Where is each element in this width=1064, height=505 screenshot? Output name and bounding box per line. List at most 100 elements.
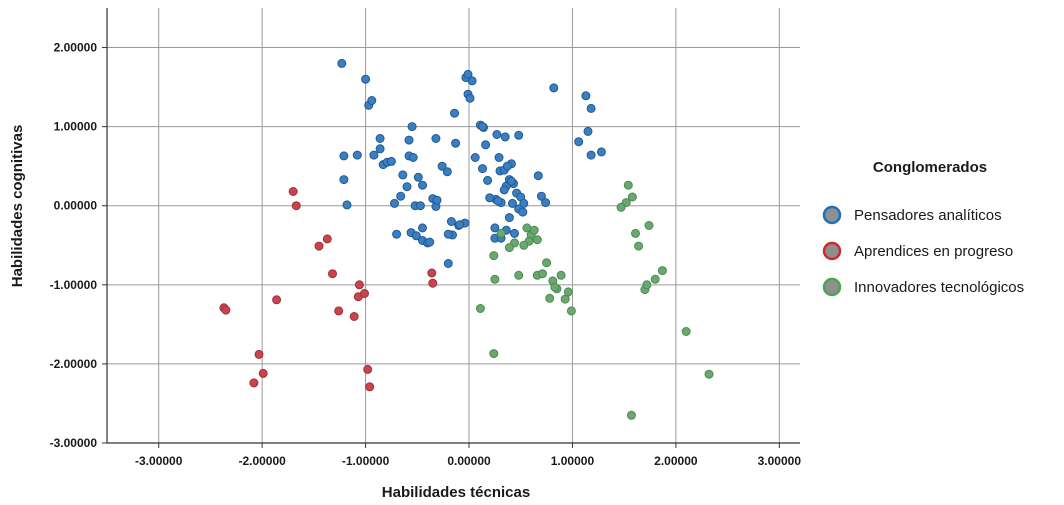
data-point-series-1	[493, 196, 503, 206]
data-point-series-3	[634, 241, 644, 251]
data-point-series-3	[489, 349, 499, 359]
data-point-series-1	[451, 138, 461, 148]
data-point-series-1	[586, 150, 596, 160]
legend-title: Conglomerados	[873, 159, 987, 176]
data-point-series-2	[314, 241, 324, 251]
data-point-series-1	[500, 132, 510, 142]
data-point-series-1	[352, 150, 362, 160]
data-point-series-1	[361, 74, 371, 84]
data-point-series-3	[626, 410, 636, 420]
data-point-series-1	[450, 108, 459, 118]
data-point-series-3	[542, 258, 552, 268]
x-tick-label: 2.00000	[654, 454, 698, 468]
data-point-series-1	[367, 96, 377, 105]
data-point-series-1	[508, 198, 517, 208]
data-point-series-2	[272, 295, 282, 305]
data-point-series-1	[437, 161, 447, 171]
data-point-series-3	[681, 327, 691, 336]
x-tick-label: 0.00000	[447, 454, 491, 468]
data-point-series-1	[443, 229, 453, 239]
legend-marker-series-1	[822, 205, 842, 225]
data-point-series-1	[455, 220, 465, 230]
data-point-series-2	[428, 278, 438, 288]
legend-marker-series-2	[822, 241, 842, 261]
data-point-series-3	[496, 228, 506, 238]
x-tick-label: -1.00000	[342, 454, 390, 468]
data-point-series-3	[566, 306, 576, 316]
data-point-series-3	[642, 280, 652, 290]
legend-label-series-1: Pensadores analíticos	[854, 207, 1002, 224]
data-point-series-1	[463, 69, 473, 79]
data-point-series-1	[386, 156, 396, 166]
data-point-series-1	[446, 217, 456, 226]
data-point-series-1	[581, 91, 591, 101]
data-point-series-1	[431, 134, 441, 143]
data-point-series-1	[506, 176, 516, 186]
data-point-series-1	[425, 237, 435, 247]
data-point-series-2	[221, 305, 231, 315]
data-point-series-3	[490, 274, 500, 284]
data-point-series-1	[499, 185, 509, 195]
data-point-series-3	[657, 266, 667, 276]
data-point-series-3	[529, 225, 539, 235]
data-point-series-2	[427, 268, 437, 278]
data-point-series-1	[494, 153, 504, 162]
data-point-series-1	[398, 170, 408, 180]
data-point-series-1	[339, 175, 349, 185]
data-point-series-2	[363, 364, 373, 374]
data-point-series-3	[631, 228, 640, 238]
y-tick-label: 1.00000	[54, 120, 98, 134]
data-point-series-2	[354, 280, 364, 290]
data-point-series-1	[502, 161, 512, 171]
data-point-series-3	[504, 243, 514, 253]
data-point-series-2	[328, 269, 337, 279]
legend-label-series-2: Aprendices en progreso	[854, 243, 1013, 260]
data-point-series-1	[481, 140, 491, 150]
data-point-series-1	[339, 151, 349, 161]
data-point-series-1	[583, 126, 593, 136]
data-point-series-1	[415, 201, 425, 211]
data-point-series-1	[375, 134, 385, 143]
data-point-series-1	[407, 122, 417, 132]
data-point-series-1	[443, 259, 453, 268]
y-tick-label: -3.00000	[50, 436, 98, 450]
legend-marker-series-3	[822, 277, 842, 297]
data-point-series-1	[586, 103, 596, 113]
data-point-series-2	[349, 312, 359, 321]
data-point-series-1	[442, 167, 452, 177]
grid-layer	[107, 8, 800, 444]
data-point-series-1	[485, 193, 495, 203]
data-point-series-1	[390, 198, 399, 208]
data-point-series-1	[483, 175, 493, 185]
data-point-series-3	[644, 221, 654, 230]
data-point-series-1	[408, 153, 418, 162]
data-point-series-1	[518, 207, 528, 217]
data-point-series-3	[556, 270, 566, 280]
data-point-series-1	[337, 58, 347, 68]
data-point-series-1	[519, 198, 529, 208]
data-point-series-1	[369, 150, 379, 160]
data-point-series-3	[704, 369, 714, 379]
data-point-series-3	[550, 282, 560, 292]
legend: Conglomerados Pensadores analíticos Apren…	[822, 159, 1024, 297]
y-tick-label: -2.00000	[50, 357, 98, 371]
data-point-series-1	[478, 164, 487, 174]
data-point-series-1	[492, 130, 502, 139]
data-point-series-1	[418, 223, 427, 233]
data-point-series-2	[365, 382, 375, 392]
data-point-series-2	[258, 368, 268, 378]
data-point-series-1	[504, 213, 514, 223]
data-point-series-2	[249, 378, 259, 388]
data-point-series-1	[418, 180, 427, 190]
data-point-series-2	[322, 234, 332, 244]
data-point-series-1	[533, 171, 543, 181]
data-point-series-1	[470, 153, 480, 162]
data-point-series-1	[411, 231, 421, 241]
y-axis-title: Habilidades cognitivas	[9, 125, 26, 288]
data-point-series-2	[254, 349, 264, 359]
data-point-series-2	[334, 306, 344, 316]
data-point-series-3	[563, 287, 573, 297]
data-point-series-3	[522, 223, 532, 233]
